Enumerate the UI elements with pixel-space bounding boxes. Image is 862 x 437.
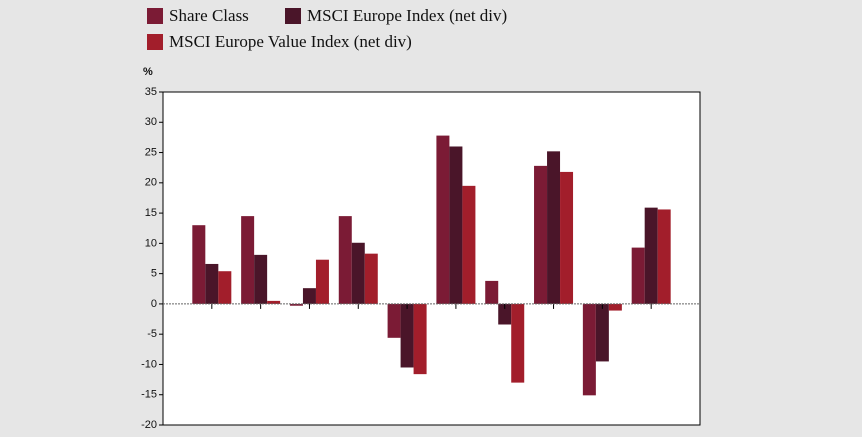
legend-swatch	[147, 8, 163, 24]
y-tick-label: 25	[145, 146, 157, 158]
legend-swatch	[147, 34, 163, 50]
bar	[582, 303, 596, 396]
bar	[608, 303, 622, 311]
bar	[289, 303, 303, 306]
legend-label: MSCI Europe Value Index (net div)	[169, 32, 412, 51]
bar	[485, 280, 499, 304]
bar	[657, 209, 671, 304]
bar	[511, 303, 525, 383]
y-tick-label: -20	[141, 419, 157, 431]
bar	[241, 216, 255, 304]
bar	[254, 254, 268, 304]
bar	[436, 135, 450, 304]
bar	[644, 207, 658, 304]
bar	[462, 185, 476, 304]
bar	[387, 303, 401, 338]
bar	[205, 263, 219, 304]
bar	[595, 303, 609, 362]
bar	[534, 165, 548, 304]
y-axis-label: %	[143, 66, 153, 78]
y-tick-label: -15	[141, 389, 157, 401]
bar	[560, 171, 574, 304]
y-tick-label: 20	[145, 177, 157, 189]
y-tick-label: -5	[147, 328, 157, 340]
y-tick-label: 35	[145, 86, 157, 98]
y-tick-label: 30	[145, 116, 157, 128]
y-tick-label: 15	[145, 207, 157, 219]
bar	[192, 225, 206, 304]
bar	[364, 253, 378, 304]
legend-label: Share Class	[169, 6, 249, 25]
bar	[218, 271, 232, 304]
legend-label: MSCI Europe Index (net div)	[307, 6, 507, 25]
bar	[351, 242, 365, 304]
bar	[547, 151, 561, 304]
bar	[302, 288, 316, 304]
bar	[267, 300, 281, 304]
bar	[631, 247, 645, 304]
y-tick-label: -10	[141, 358, 157, 370]
legend-swatch	[285, 8, 301, 24]
y-tick-label: 10	[145, 237, 157, 249]
bar	[413, 303, 427, 375]
y-tick-label: 0	[151, 298, 157, 310]
bar	[315, 259, 329, 304]
bar	[498, 303, 512, 325]
bar	[449, 146, 463, 304]
y-tick-label: 5	[151, 268, 157, 280]
bar	[338, 216, 352, 304]
bar	[400, 303, 414, 368]
